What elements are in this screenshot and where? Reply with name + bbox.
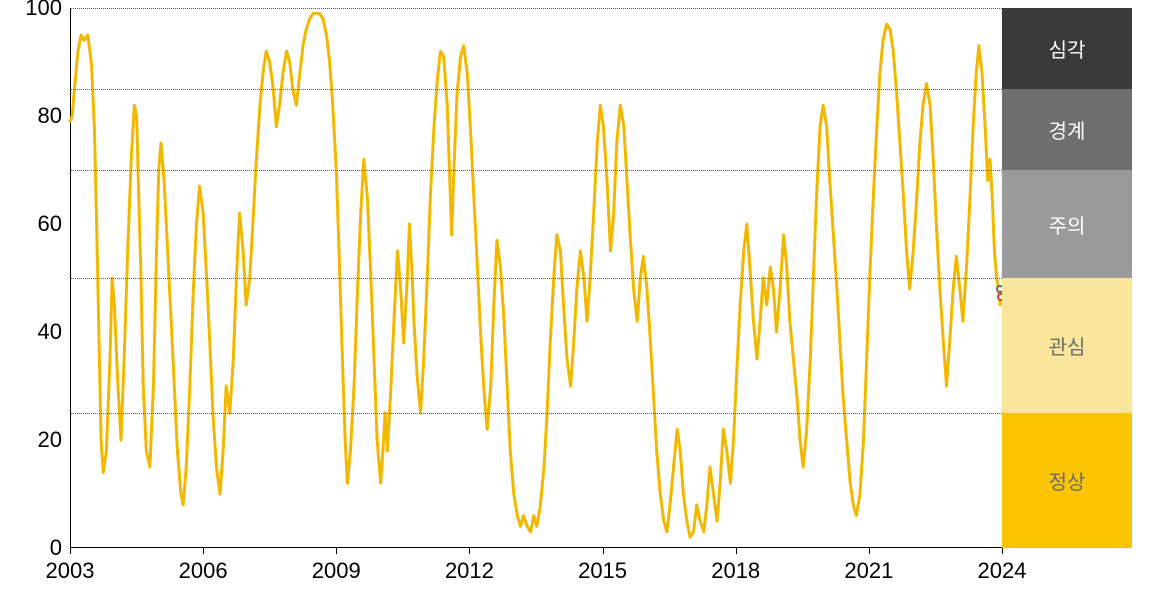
legend-band-label: 주의 xyxy=(1049,210,1086,239)
legend-band: 경계 xyxy=(1002,89,1132,170)
ref-line xyxy=(70,89,1002,90)
legend-band-label: 경계 xyxy=(1049,115,1086,144)
plot-area: 0204060801002003200620092012201520182021… xyxy=(70,8,1002,548)
y-tick-label: 80 xyxy=(38,103,70,129)
x-tick-mark xyxy=(203,548,204,554)
y-tick-label: 100 xyxy=(25,0,70,21)
x-tick-mark xyxy=(869,548,870,554)
legend-band: 관심 xyxy=(1002,278,1132,413)
ref-line xyxy=(70,8,1002,9)
y-tick-label: 60 xyxy=(38,211,70,237)
y-tick-label: 20 xyxy=(38,427,70,453)
y-tick-label: 40 xyxy=(38,319,70,345)
legend-band-label: 정상 xyxy=(1049,466,1086,495)
x-tick-mark xyxy=(1002,548,1003,554)
x-tick-mark xyxy=(336,548,337,554)
data-line xyxy=(70,13,1000,537)
x-tick-mark xyxy=(736,548,737,554)
ref-line xyxy=(70,170,1002,171)
legend-band: 정상 xyxy=(1002,413,1132,548)
legend-column: 심각경계주의관심정상 xyxy=(1002,8,1132,548)
x-tick-mark xyxy=(70,548,71,554)
legend-band: 주의 xyxy=(1002,170,1132,278)
ref-line xyxy=(70,278,1002,279)
legend-band-label: 관심 xyxy=(1049,331,1086,360)
time-series-chart: 0204060801002003200620092012201520182021… xyxy=(0,0,1149,604)
ref-line xyxy=(70,413,1002,414)
legend-band: 심각 xyxy=(1002,8,1132,89)
legend-band-label: 심각 xyxy=(1049,34,1086,63)
x-tick-mark xyxy=(603,548,604,554)
x-tick-mark xyxy=(469,548,470,554)
